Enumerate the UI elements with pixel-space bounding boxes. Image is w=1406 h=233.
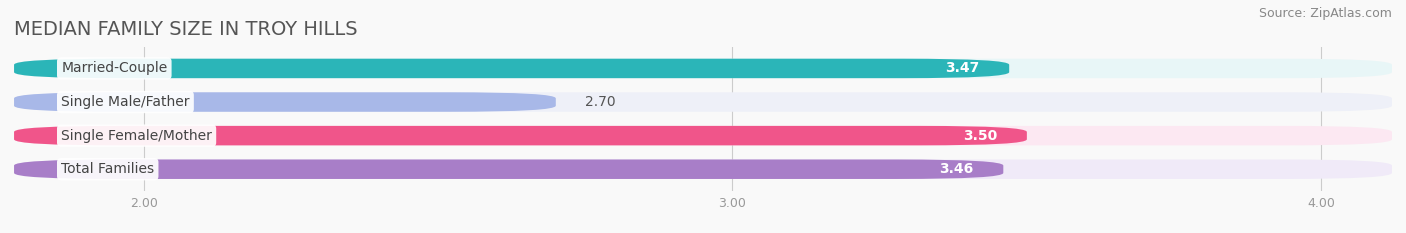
Text: Single Female/Mother: Single Female/Mother: [62, 129, 212, 143]
FancyBboxPatch shape: [14, 126, 1026, 145]
FancyBboxPatch shape: [14, 59, 1392, 78]
FancyBboxPatch shape: [14, 159, 1392, 179]
Text: 3.50: 3.50: [963, 129, 997, 143]
Text: Single Male/Father: Single Male/Father: [62, 95, 190, 109]
Text: 3.46: 3.46: [939, 162, 974, 176]
Text: 3.47: 3.47: [945, 62, 980, 75]
Text: 2.70: 2.70: [585, 95, 616, 109]
FancyBboxPatch shape: [14, 92, 555, 112]
Text: Married-Couple: Married-Couple: [62, 62, 167, 75]
FancyBboxPatch shape: [14, 159, 1004, 179]
Text: MEDIAN FAMILY SIZE IN TROY HILLS: MEDIAN FAMILY SIZE IN TROY HILLS: [14, 21, 357, 39]
FancyBboxPatch shape: [14, 92, 1392, 112]
Text: Total Families: Total Families: [62, 162, 155, 176]
Text: Source: ZipAtlas.com: Source: ZipAtlas.com: [1258, 7, 1392, 20]
FancyBboxPatch shape: [14, 126, 1392, 145]
FancyBboxPatch shape: [14, 59, 1010, 78]
